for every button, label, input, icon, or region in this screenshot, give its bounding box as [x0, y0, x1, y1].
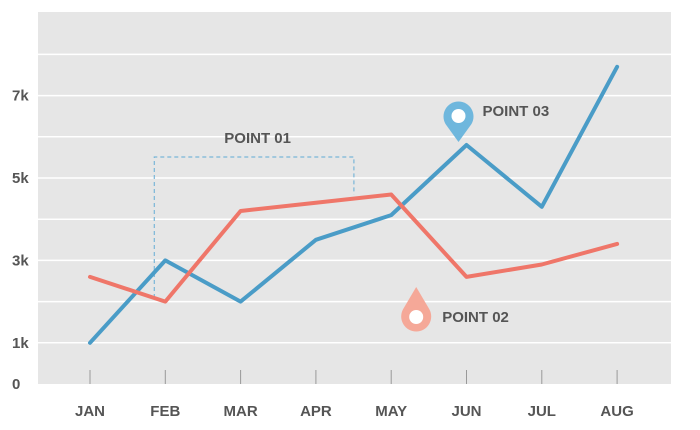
- y-tick-label: 5k: [12, 170, 29, 187]
- pin-shape: [401, 287, 432, 332]
- series-lines: [88, 64, 620, 345]
- series-line: [88, 192, 620, 304]
- x-tick-label: MAY: [375, 403, 407, 420]
- map-pin-icon: [401, 287, 432, 332]
- x-tick-label: JUL: [528, 403, 556, 420]
- x-tick-label: JUN: [451, 403, 481, 420]
- annotation-label: POINT 03: [483, 103, 550, 120]
- point-01-bracket: [153, 156, 355, 298]
- y-axis-ticks: 0 1k 3k 5k 7k: [12, 88, 29, 393]
- series-line: [88, 64, 620, 345]
- x-tick-label: MAR: [224, 403, 258, 420]
- y-tick-label: 7k: [12, 88, 29, 105]
- pin-hole: [409, 310, 424, 324]
- y-tick-label: 3k: [12, 252, 29, 269]
- annotation-label: POINT 02: [442, 309, 509, 326]
- y-tick-label: 0: [12, 376, 20, 393]
- x-tick-marks: [89, 370, 618, 384]
- x-tick-label: AUG: [600, 403, 633, 420]
- bracket-line: [153, 156, 355, 298]
- annotation-labels: POINT 01 POINT 02 POINT 03: [224, 103, 549, 326]
- x-tick-label: APR: [300, 403, 332, 420]
- annotation-pins: [401, 101, 474, 332]
- annotation-label: POINT 01: [224, 130, 291, 147]
- x-tick-label: JAN: [75, 403, 105, 420]
- map-pin-icon: [443, 101, 474, 142]
- x-axis-ticks: JAN FEB MAR APR MAY JUN JUL AUG: [75, 403, 634, 420]
- y-tick-label: 1k: [12, 335, 29, 352]
- x-tick-label: FEB: [150, 403, 180, 420]
- pin-hole: [451, 109, 466, 123]
- gridlines: [38, 53, 671, 344]
